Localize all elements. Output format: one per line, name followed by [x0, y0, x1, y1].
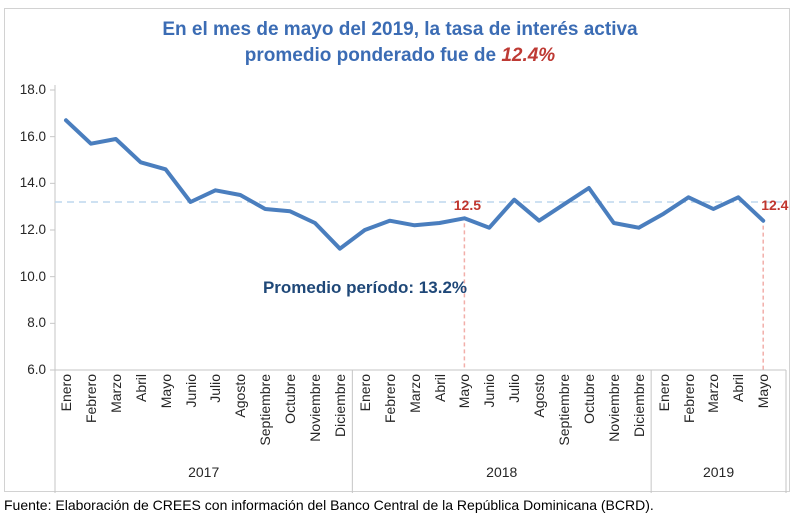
month-tick-label: Diciembre: [630, 374, 647, 438]
month-tick-label: Enero: [356, 374, 373, 412]
year-label: 2018: [486, 464, 518, 480]
month-tick-label: Agosto: [531, 374, 548, 418]
chart-title-line1: En el mes de mayo del 2019, la tasa de i…: [162, 19, 638, 40]
month-tick-label: Febrero: [381, 374, 398, 424]
month-tick-label: Abril: [431, 374, 448, 403]
y-tick-label: 6.0: [27, 362, 46, 377]
month-tick-label: Julio: [506, 374, 523, 403]
month-tick-label: Mayo: [157, 374, 174, 409]
month-tick-label: Julio: [207, 374, 224, 403]
y-tick-label: 10.0: [19, 268, 46, 284]
month-tick-label: Marzo: [705, 374, 722, 413]
month-tick-label: Abril: [730, 374, 747, 403]
month-tick-label: Agosto: [232, 374, 249, 418]
month-tick-label: Marzo: [406, 374, 423, 413]
year-label: 2017: [188, 464, 220, 480]
month-tick-label: Septiembre: [556, 374, 572, 446]
figure-border: [4, 8, 790, 492]
month-tick-label: Noviembre: [307, 374, 323, 442]
month-tick-label: Octubre: [580, 374, 597, 424]
source-footnote: Fuente: Elaboración de CREES con informa…: [4, 497, 654, 513]
y-tick-label: 16.0: [19, 128, 46, 144]
chart-title: En el mes de mayo del 2019, la tasa de i…: [4, 17, 796, 69]
average-period-label: Promedio período: 13.2%: [262, 278, 468, 297]
month-tick-label: Enero: [58, 374, 74, 412]
month-tick-label: Enero: [655, 374, 672, 412]
y-tick-label: 8.0: [27, 315, 46, 331]
month-tick-label: Mayo: [456, 374, 473, 409]
month-tick-label: Septiembre: [257, 374, 274, 446]
y-tick-label: 18.0: [19, 82, 46, 97]
month-tick-label: Noviembre: [605, 374, 622, 442]
annotation-value-label: 12.5: [453, 197, 482, 213]
month-tick-label: Febrero: [680, 374, 697, 424]
year-label: 2019: [702, 464, 735, 480]
month-tick-label: Abril: [132, 374, 149, 403]
annotation-value-label: 12.4: [761, 197, 789, 213]
month-tick-label: Diciembre: [331, 374, 348, 438]
month-tick-label: Octubre: [282, 374, 299, 424]
y-tick-label: 12.0: [19, 222, 46, 237]
chart-title-line2: promedio ponderado fue de 12.4%: [244, 45, 556, 66]
month-tick-label: Marzo: [107, 374, 124, 413]
y-tick-label: 14.0: [19, 175, 46, 191]
title-highlight-value: 12.4%: [501, 45, 556, 66]
month-tick-label: Febrero: [82, 374, 99, 424]
interest-rate-series-line: [64, 118, 766, 251]
month-tick-label: Junio: [481, 374, 498, 408]
month-tick-label: Mayo: [755, 374, 772, 409]
month-tick-label: Junio: [182, 374, 199, 408]
